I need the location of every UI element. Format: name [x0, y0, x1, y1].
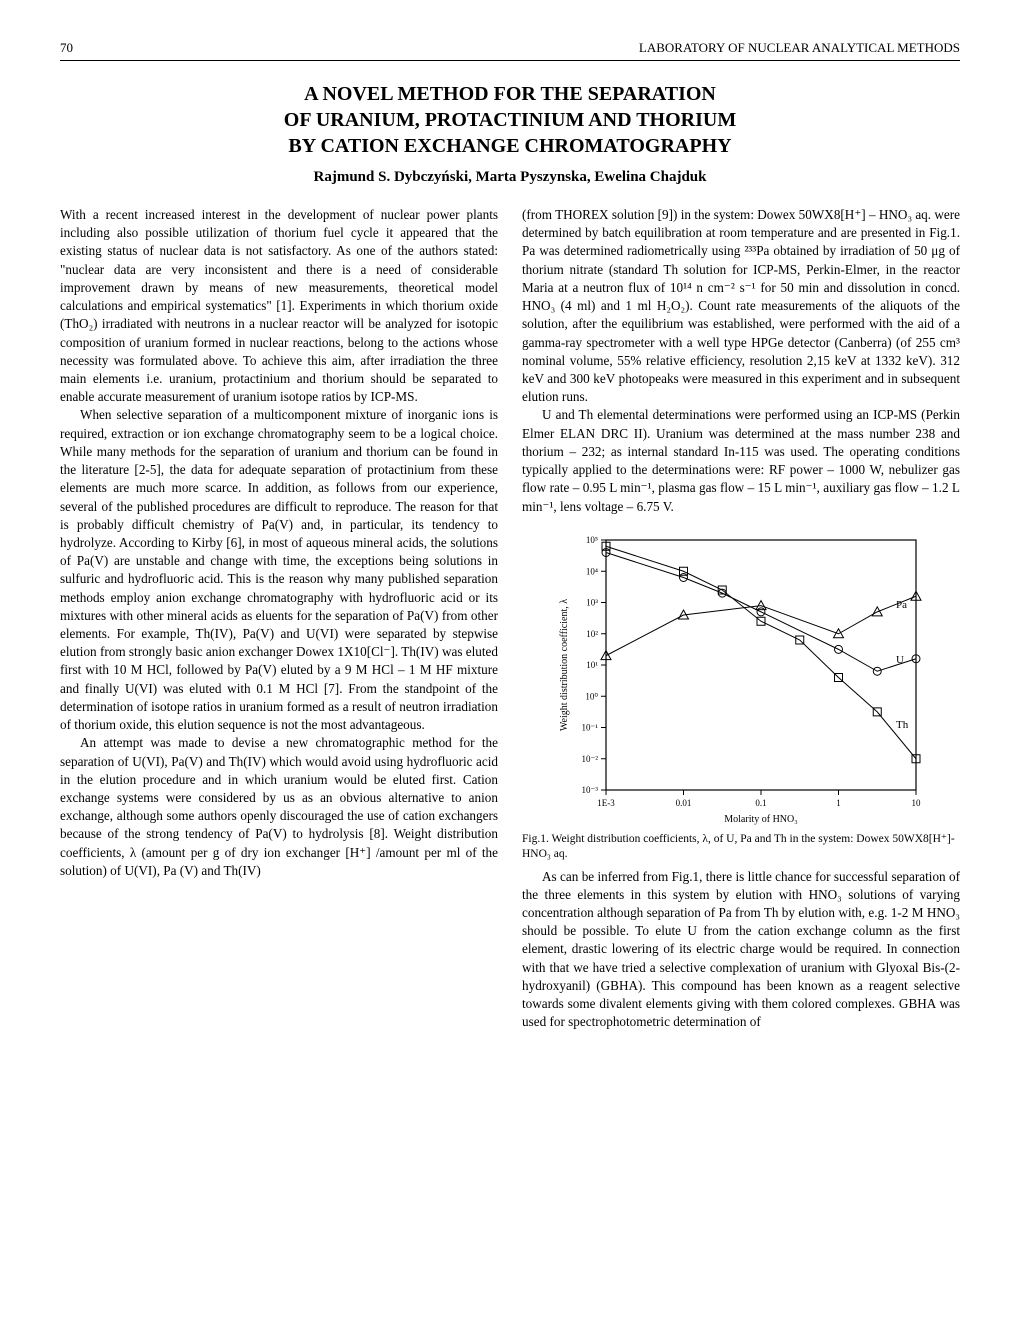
svg-text:10: 10 [912, 798, 922, 808]
svg-text:Molarity of HNO₃: Molarity of HNO₃ [724, 814, 797, 825]
svg-text:10²: 10² [586, 628, 598, 638]
content-columns: With a recent increased interest in the … [60, 206, 960, 1032]
svg-text:0.1: 0.1 [755, 798, 766, 808]
article-title: A NOVEL METHOD FOR THE SEPARATION OF URA… [60, 81, 960, 159]
column-left: With a recent increased interest in the … [60, 206, 498, 1032]
svg-text:10¹: 10¹ [586, 660, 598, 670]
section-title: LABORATORY OF NUCLEAR ANALYTICAL METHODS [639, 40, 960, 56]
svg-text:1: 1 [836, 798, 841, 808]
paragraph: (from THOREX solution [9]) in the system… [522, 206, 960, 406]
paragraph: U and Th elemental determinations were p… [522, 406, 960, 515]
svg-text:10⁻²: 10⁻² [582, 753, 599, 763]
paragraph: An attempt was made to devise a new chro… [60, 734, 498, 880]
svg-text:U: U [896, 654, 904, 666]
svg-text:10⁴: 10⁴ [586, 566, 598, 576]
svg-text:10⁰: 10⁰ [585, 691, 598, 701]
svg-text:10⁻¹: 10⁻¹ [582, 722, 599, 732]
page-header: 70 LABORATORY OF NUCLEAR ANALYTICAL METH… [60, 40, 960, 61]
svg-text:10⁵: 10⁵ [586, 535, 598, 545]
figure-1: 1E-3 0.01 0.1 1 10 10⁻³ 10⁻² 10⁻¹ 10⁰ 10¹ 10² 10³ 10… [522, 528, 960, 862]
authors: Rajmund S. Dybczyński, Marta Pyszynska, … [60, 169, 960, 186]
page-number: 70 [60, 40, 73, 56]
paragraph: When selective separation of a multicomp… [60, 406, 498, 734]
svg-text:Pa: Pa [896, 599, 907, 611]
svg-text:Th: Th [896, 719, 909, 731]
chart: 1E-3 0.01 0.1 1 10 10⁻³ 10⁻² 10⁻¹ 10⁰ 10¹ 10² 10³ 10… [551, 528, 931, 828]
paragraph: As can be inferred from Fig.1, there is … [522, 868, 960, 1032]
svg-text:0.01: 0.01 [676, 798, 692, 808]
svg-text:10⁻³: 10⁻³ [582, 785, 599, 795]
paragraph: With a recent increased interest in the … [60, 206, 498, 406]
title-line: A NOVEL METHOD FOR THE SEPARATION [60, 81, 960, 107]
title-line: BY CATION EXCHANGE CHROMATOGRAPHY [60, 133, 960, 159]
svg-text:Weight distribution coefficien: Weight distribution coefficient, λ [559, 598, 570, 730]
column-right: (from THOREX solution [9]) in the system… [522, 206, 960, 1032]
title-line: OF URANIUM, PROTACTINIUM AND THORIUM [60, 107, 960, 133]
figure-caption: Fig.1. Weight distribution coefficients,… [522, 832, 960, 862]
svg-text:1E-3: 1E-3 [597, 798, 615, 808]
svg-text:10³: 10³ [586, 597, 598, 607]
